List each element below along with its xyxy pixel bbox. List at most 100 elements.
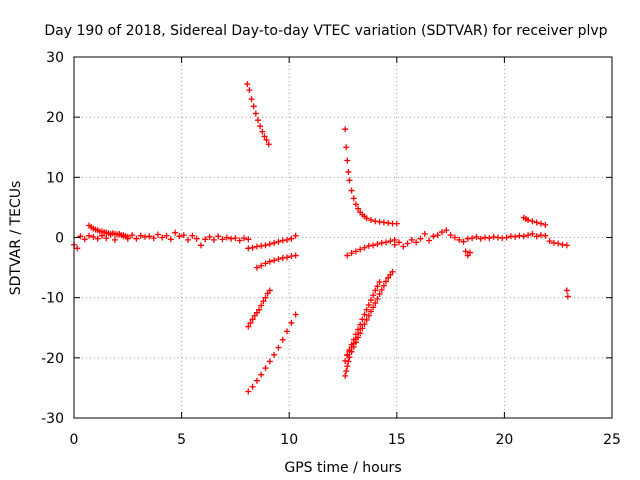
data-point [263, 137, 270, 144]
data-point [348, 344, 355, 351]
data-point [262, 365, 269, 372]
data-point [350, 195, 357, 202]
data-point [133, 235, 140, 242]
series-late-isolated [563, 287, 571, 300]
data-point [292, 252, 299, 259]
series-band-lower [253, 252, 299, 271]
data-point [503, 234, 510, 241]
data-point [426, 237, 433, 244]
y-tick-label: 0 [55, 231, 64, 247]
chart-title: Day 190 of 2018, Sidereal Day-to-day VTE… [44, 23, 607, 39]
data-point [374, 241, 381, 248]
data-point [512, 233, 519, 240]
data-point [292, 311, 299, 318]
data-point [344, 157, 351, 164]
data-point [232, 235, 239, 242]
data-point [236, 237, 243, 244]
data-point [215, 233, 222, 240]
data-point [352, 336, 359, 343]
data-point [261, 133, 268, 140]
data-point [363, 306, 370, 313]
data-point [266, 358, 273, 365]
data-point [275, 344, 282, 351]
data-point [266, 287, 273, 294]
data-point [361, 311, 368, 318]
data-point [266, 241, 273, 248]
data-points [71, 81, 571, 395]
data-point [245, 323, 252, 330]
data-point [275, 256, 282, 263]
data-point [529, 230, 536, 237]
data-point [378, 286, 385, 293]
data-point [344, 352, 351, 359]
data-point [257, 123, 264, 130]
data-point [249, 244, 256, 251]
data-point [254, 117, 261, 124]
data-point [359, 325, 366, 332]
data-point [163, 232, 170, 239]
data-point [189, 232, 196, 239]
x-tick-label: 25 [603, 432, 621, 448]
data-point [288, 319, 295, 326]
series-arc-mid-left [245, 287, 273, 330]
data-point [81, 236, 88, 243]
data-point [86, 232, 93, 239]
data-point [259, 128, 266, 135]
data-point [271, 351, 278, 358]
data-point [275, 238, 282, 245]
data-point [361, 244, 368, 251]
y-tick-label: 10 [46, 170, 64, 186]
x-tick-label: 10 [280, 432, 298, 448]
data-point [346, 348, 353, 355]
data-point [258, 302, 265, 309]
data-point [400, 243, 407, 250]
data-point [137, 232, 144, 239]
data-point [250, 103, 257, 110]
series-recovery-cluster [342, 268, 396, 379]
data-point [460, 238, 467, 245]
data-point [77, 233, 84, 240]
data-point [352, 248, 359, 255]
data-point [357, 330, 364, 337]
data-point [408, 236, 415, 243]
data-point [260, 298, 267, 305]
data-point [244, 81, 251, 88]
data-point [525, 217, 532, 224]
data-point [185, 236, 192, 243]
data-point [374, 283, 381, 290]
y-axis-label: SDTVAR / TECUs [8, 181, 24, 296]
data-point [154, 231, 161, 238]
data-point [279, 336, 286, 343]
data-point [262, 294, 269, 301]
data-point [271, 257, 278, 264]
data-point [343, 144, 350, 151]
data-point [90, 233, 97, 240]
data-point [74, 245, 81, 252]
data-point [342, 357, 349, 364]
data-point [146, 233, 153, 240]
data-point [438, 229, 445, 236]
data-point [350, 340, 357, 347]
data-point [256, 306, 263, 313]
x-axis-label: GPS time / hours [284, 460, 401, 476]
data-point [542, 221, 549, 228]
series-late-dip [462, 248, 473, 259]
series-band-upper [245, 232, 299, 252]
data-point [342, 126, 349, 133]
data-point [387, 238, 394, 245]
data-point [258, 262, 265, 269]
data-point [374, 295, 381, 302]
data-point [533, 219, 540, 226]
series-arc-lower [245, 311, 299, 395]
data-point [129, 232, 136, 239]
data-point [249, 383, 256, 390]
data-point [443, 227, 450, 234]
data-point [266, 258, 273, 265]
data-point [473, 233, 480, 240]
data-point [383, 278, 390, 285]
data-point [210, 236, 217, 243]
data-point [247, 319, 254, 326]
data-point [462, 248, 469, 255]
data-point [395, 239, 402, 246]
